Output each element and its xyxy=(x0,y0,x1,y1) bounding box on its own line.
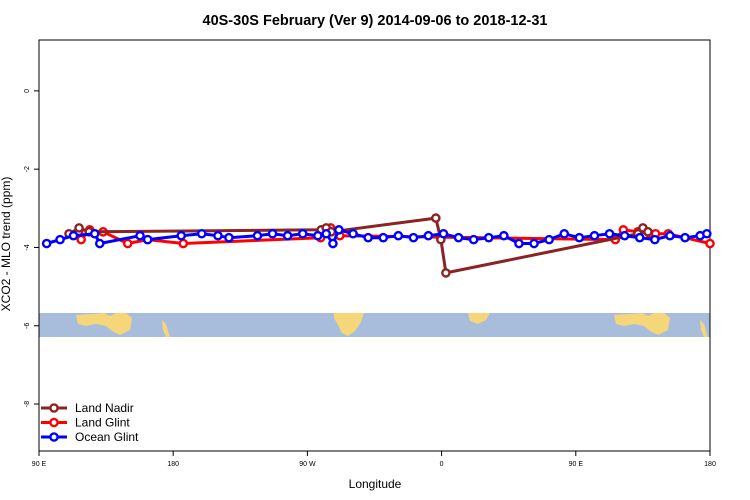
legend-item: Land Nadir xyxy=(41,401,134,415)
data-point xyxy=(559,228,570,239)
data-point xyxy=(643,226,653,237)
data-point xyxy=(468,234,479,245)
map-landmass xyxy=(76,313,132,335)
data-point xyxy=(55,234,65,245)
data-point xyxy=(574,232,585,243)
data-point xyxy=(499,230,509,241)
series-layer xyxy=(41,213,715,278)
series-land-nadir xyxy=(64,213,653,278)
y-tick-label: -4 xyxy=(24,244,31,250)
map-landmass xyxy=(162,320,170,337)
legend-label: Ocean Glint xyxy=(75,430,139,444)
data-point xyxy=(348,228,358,239)
x-axis-label: Longitude xyxy=(349,477,402,491)
data-point xyxy=(282,230,293,241)
data-point xyxy=(94,238,105,249)
data-point xyxy=(544,234,554,245)
data-point xyxy=(665,230,675,241)
data-point xyxy=(74,223,84,233)
legend-label: Land Nadir xyxy=(75,401,134,415)
data-point xyxy=(196,228,207,239)
data-point xyxy=(328,238,338,249)
data-point xyxy=(89,228,100,239)
legend-swatch-marker xyxy=(49,432,59,442)
series-ocean-glint xyxy=(41,225,712,249)
x-tick-label: 0 xyxy=(440,461,444,468)
data-point xyxy=(41,238,52,249)
data-point xyxy=(634,232,645,243)
data-point xyxy=(224,232,234,243)
legend-item: Ocean Glint xyxy=(41,430,139,444)
data-point xyxy=(267,228,278,239)
map-landmass xyxy=(700,320,708,337)
data-point xyxy=(514,238,524,249)
data-point xyxy=(529,238,539,249)
legend-label: Land Glint xyxy=(75,416,130,430)
y-tick-label: -8 xyxy=(24,401,31,407)
plot-frame xyxy=(38,39,711,452)
data-point xyxy=(178,238,189,249)
data-point xyxy=(423,230,434,241)
x-tick-label: 90 E xyxy=(569,461,584,468)
data-point xyxy=(453,232,464,243)
data-point xyxy=(176,230,187,241)
data-point xyxy=(702,228,712,239)
data-point xyxy=(378,232,389,243)
x-tick-label: 180 xyxy=(704,461,716,468)
data-point xyxy=(68,230,79,241)
data-point xyxy=(321,228,332,239)
y-tick-label: -6 xyxy=(24,323,31,329)
data-point xyxy=(76,234,86,245)
data-point xyxy=(363,232,373,243)
y-axis: 0 -2 -4 -6 -8 xyxy=(24,89,39,407)
legend-item: Land Glint xyxy=(41,416,130,430)
data-point xyxy=(589,230,600,241)
x-tick-label: 90 W xyxy=(299,461,316,468)
data-point xyxy=(619,230,630,241)
map-strip xyxy=(39,313,710,337)
data-point xyxy=(213,230,223,241)
data-point xyxy=(334,225,344,235)
data-point xyxy=(604,228,615,239)
y-axis-label: XCO2 - MLO trend (ppm) xyxy=(0,177,13,312)
data-point xyxy=(142,234,153,245)
data-point xyxy=(135,230,145,241)
data-point xyxy=(313,230,323,241)
chart-title: 40S-30S February (Ver 9) 2014-09-06 to 2… xyxy=(203,13,548,29)
data-point xyxy=(252,230,263,241)
legend-swatch-marker xyxy=(49,403,59,413)
map-landmass xyxy=(614,313,670,335)
y-tick-label: -2 xyxy=(24,166,31,172)
data-point xyxy=(297,228,308,239)
x-axis: 90 E 180 90 W 0 90 E 180 xyxy=(32,451,716,468)
series-line xyxy=(68,216,649,275)
y-tick-label: 0 xyxy=(24,89,31,93)
data-point xyxy=(441,268,451,278)
x-tick-label: 180 xyxy=(167,461,179,468)
data-point xyxy=(393,230,404,241)
data-point xyxy=(483,232,494,243)
data-point xyxy=(408,232,419,243)
map-landmass xyxy=(468,313,490,324)
map-landmass xyxy=(334,313,364,336)
x-tick-label: 90 E xyxy=(32,461,47,468)
data-point xyxy=(680,232,690,243)
map-ocean xyxy=(39,313,710,337)
legend-swatch-marker xyxy=(49,417,59,428)
data-point xyxy=(438,228,449,239)
data-point xyxy=(705,238,715,249)
data-point xyxy=(122,238,133,249)
data-point xyxy=(650,234,660,245)
data-point xyxy=(431,213,441,223)
